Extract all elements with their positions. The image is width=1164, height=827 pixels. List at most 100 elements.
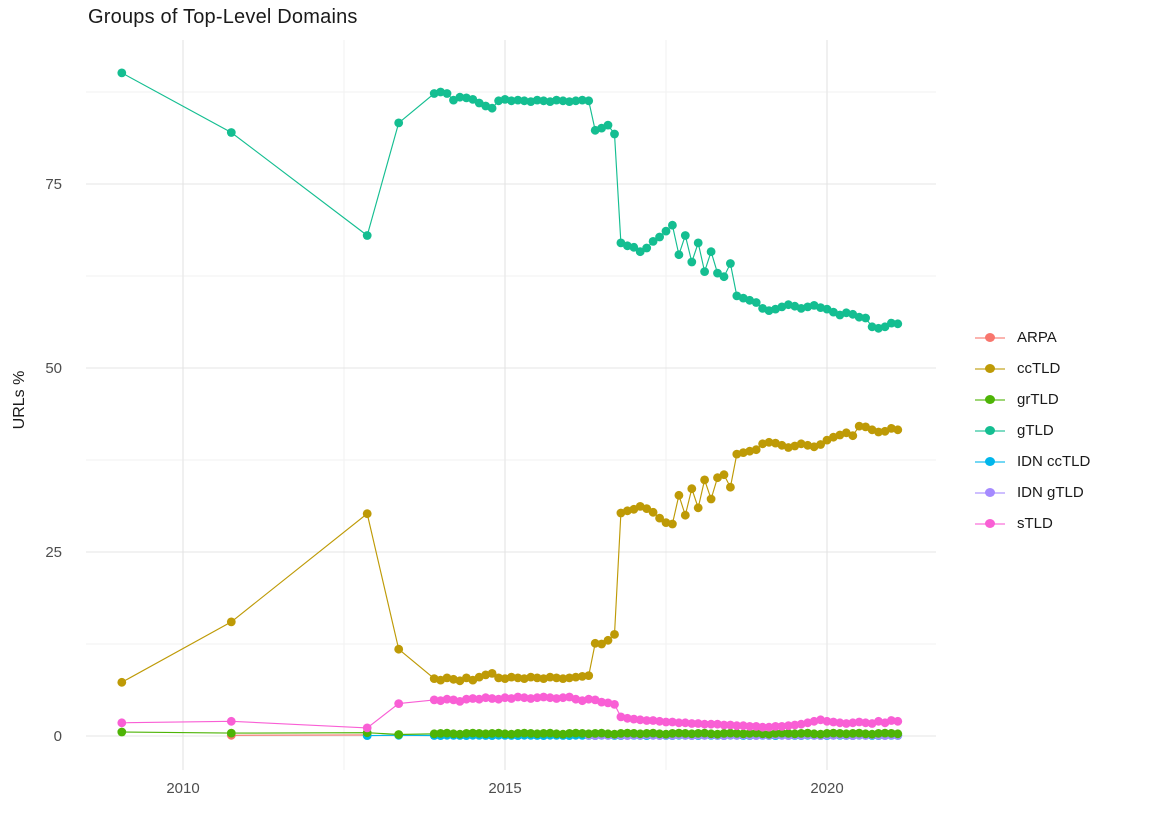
series-point-grTLD [803, 728, 813, 738]
x-tick-label: 2010 [166, 780, 199, 797]
series-point-grTLD [738, 729, 748, 739]
series-point-ccTLD [507, 672, 516, 682]
series-point-ccTLD [513, 673, 523, 683]
series-gTLD [117, 68, 903, 333]
series-point-ccTLD [816, 440, 825, 449]
series-point-ccTLD [751, 445, 761, 455]
legend-label: sTLD [1017, 515, 1053, 532]
series-point-gTLD [552, 95, 561, 105]
series-point-grTLD [474, 729, 484, 738]
series-point-sTLD [668, 717, 677, 727]
series-point-sTLD [539, 692, 548, 702]
series-point-grTLD [590, 729, 600, 738]
legend-label: gTLD [1017, 422, 1054, 439]
series-point-grTLD [809, 729, 819, 739]
legend-key-dot [985, 519, 995, 528]
series-point-grTLD [745, 729, 755, 738]
legend-key-dot [985, 457, 995, 466]
legend-item-ccTLD: ccTLD [975, 353, 1090, 384]
series-point-sTLD [706, 719, 716, 729]
legend-key [975, 519, 1005, 528]
series-point-grTLD [394, 730, 404, 739]
series-point-sTLD [584, 694, 594, 704]
series-point-grTLD [648, 728, 658, 738]
series-point-grTLD [893, 729, 903, 739]
series-point-grTLD [519, 728, 529, 738]
series-point-grTLD [584, 729, 594, 739]
legend-label: ARPA [1017, 329, 1057, 346]
series-point-grTLD [751, 728, 761, 738]
series-point-ccTLD [117, 677, 127, 687]
series-point-sTLD [784, 721, 793, 731]
series-point-grTLD [771, 729, 780, 738]
series-point-grTLD [577, 729, 587, 738]
series-point-sTLD [822, 716, 832, 726]
series-point-sTLD [552, 694, 561, 703]
legend-item-IDN-gTLD: IDN gTLD [975, 477, 1090, 508]
series-point-sTLD [726, 720, 735, 730]
series-point-grTLD [532, 729, 542, 739]
legend-label: IDN ccTLD [1017, 453, 1091, 470]
series-point-grTLD [764, 729, 774, 739]
series-point-grTLD [829, 728, 838, 738]
series-point-grTLD [693, 729, 703, 738]
series-point-sTLD [487, 694, 497, 703]
series-ARPA [226, 730, 372, 740]
series-point-ccTLD [487, 669, 497, 678]
series-point-grTLD [571, 728, 581, 738]
series-point-gTLD [117, 68, 127, 78]
series-point-ccTLD [700, 475, 709, 485]
series-grTLD [117, 727, 903, 739]
series-point-sTLD [629, 714, 639, 724]
series-point-grTLD [462, 729, 471, 738]
series-point-gTLD [880, 322, 890, 332]
legend-key [975, 488, 1005, 497]
series-point-sTLD [790, 720, 800, 730]
legend-key [975, 364, 1005, 373]
series-point-gTLD [487, 103, 497, 113]
series-point-ccTLD [648, 507, 658, 517]
series-point-grTLD [713, 729, 722, 739]
series-point-grTLD [436, 729, 445, 738]
series-point-gTLD [519, 96, 529, 106]
series-point-gTLD [854, 312, 864, 322]
series-point-gTLD [394, 118, 404, 128]
series-point-grTLD [796, 729, 806, 738]
series-point-sTLD [764, 722, 774, 732]
series-point-gTLD [668, 220, 677, 230]
series-point-ccTLD [706, 494, 716, 504]
series-point-ccTLD [693, 503, 703, 513]
series-point-ccTLD [577, 672, 587, 681]
series-point-gTLD [226, 128, 236, 137]
legend-item-ARPA: ARPA [975, 322, 1090, 353]
series-point-ccTLD [687, 484, 697, 494]
series-point-grTLD [552, 729, 561, 739]
series-point-ccTLD [854, 421, 864, 431]
series-point-gTLD [558, 96, 568, 106]
series-point-sTLD [680, 718, 690, 728]
series-point-gTLD [610, 129, 619, 139]
legend-item-gTLD: gTLD [975, 415, 1090, 446]
series-point-ccTLD [394, 644, 404, 654]
series-point-grTLD [642, 729, 652, 738]
series-point-gTLD [887, 318, 896, 328]
series-point-grTLD [668, 729, 677, 738]
series-point-grTLD [835, 729, 845, 738]
series-point-grTLD [790, 729, 800, 739]
series-point-gTLD [532, 95, 542, 105]
series-point-gTLD [468, 95, 478, 104]
series-point-sTLD [719, 720, 729, 730]
series-point-grTLD [468, 728, 478, 738]
series-point-sTLD [655, 716, 664, 726]
series-point-grTLD [487, 729, 497, 738]
series-point-grTLD [674, 728, 684, 738]
series-point-sTLD [610, 700, 619, 709]
series-point-ccTLD [558, 674, 568, 683]
x-tick-label: 2020 [810, 780, 843, 797]
series-point-sTLD [661, 717, 671, 727]
series-point-gTLD [584, 96, 594, 106]
legend-label: grTLD [1017, 391, 1059, 408]
series-point-gTLD [642, 243, 652, 253]
series-point-ccTLD [584, 671, 594, 680]
series-sTLD [117, 692, 903, 733]
